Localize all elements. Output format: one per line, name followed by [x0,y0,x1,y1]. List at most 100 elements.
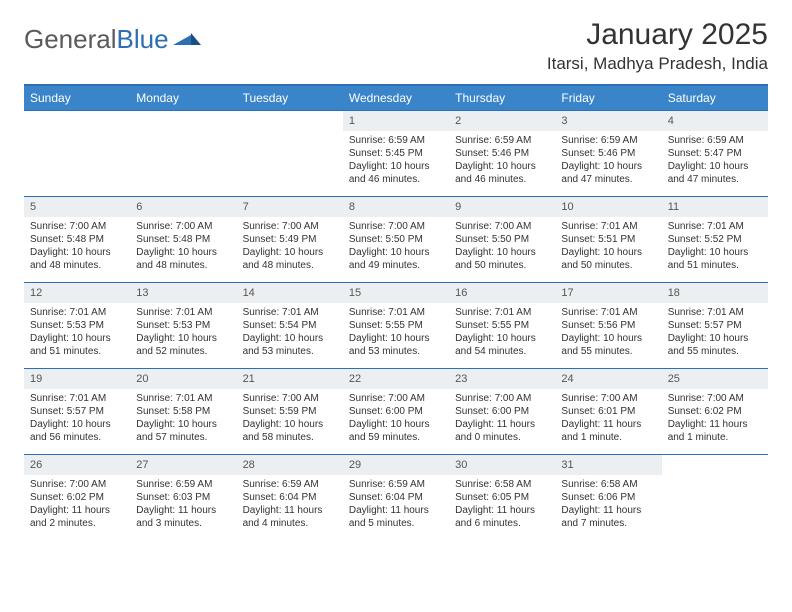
day-body: Sunrise: 7:01 AMSunset: 5:55 PMDaylight:… [343,303,449,362]
calendar-cell: 9Sunrise: 7:00 AMSunset: 5:50 PMDaylight… [449,197,555,283]
location: Itarsi, Madhya Pradesh, India [547,54,768,74]
day-number: 15 [343,283,449,303]
calendar-cell: 20Sunrise: 7:01 AMSunset: 5:58 PMDayligh… [130,369,236,455]
sunset-line: Sunset: 6:04 PM [349,491,443,504]
sunset-line: Sunset: 5:46 PM [455,147,549,160]
day-body: Sunrise: 7:01 AMSunset: 5:52 PMDaylight:… [662,217,768,276]
logo-mark-icon [173,29,201,49]
daylight-line: Daylight: 10 hours and 57 minutes. [136,418,230,444]
daylight-line: Daylight: 10 hours and 53 minutes. [243,332,337,358]
sunset-line: Sunset: 5:53 PM [30,319,124,332]
calendar-cell: 23Sunrise: 7:00 AMSunset: 6:00 PMDayligh… [449,369,555,455]
day-number: 13 [130,283,236,303]
day-body: Sunrise: 7:01 AMSunset: 5:57 PMDaylight:… [24,389,130,448]
calendar-cell: 30Sunrise: 6:58 AMSunset: 6:05 PMDayligh… [449,455,555,541]
daylight-line: Daylight: 10 hours and 50 minutes. [455,246,549,272]
day-number: 4 [662,111,768,131]
calendar-cell: 17Sunrise: 7:01 AMSunset: 5:56 PMDayligh… [555,283,661,369]
day-number: 8 [343,197,449,217]
sunrise-line: Sunrise: 6:59 AM [349,478,443,491]
daylight-line: Daylight: 10 hours and 46 minutes. [349,160,443,186]
day-header: Wednesday [343,85,449,111]
logo-text-2: Blue [117,24,169,55]
calendar-cell: 28Sunrise: 6:59 AMSunset: 6:04 PMDayligh… [237,455,343,541]
calendar-cell: 29Sunrise: 6:59 AMSunset: 6:04 PMDayligh… [343,455,449,541]
daylight-line: Daylight: 10 hours and 52 minutes. [136,332,230,358]
calendar-cell: 25Sunrise: 7:00 AMSunset: 6:02 PMDayligh… [662,369,768,455]
daylight-line: Daylight: 11 hours and 2 minutes. [30,504,124,530]
calendar-cell: 27Sunrise: 6:59 AMSunset: 6:03 PMDayligh… [130,455,236,541]
daylight-line: Daylight: 10 hours and 47 minutes. [561,160,655,186]
title-block: January 2025 Itarsi, Madhya Pradesh, Ind… [547,18,768,74]
day-number: 3 [555,111,661,131]
daylight-line: Daylight: 10 hours and 53 minutes. [349,332,443,358]
calendar-body: 1Sunrise: 6:59 AMSunset: 5:45 PMDaylight… [24,111,768,541]
day-header: Thursday [449,85,555,111]
day-number: 6 [130,197,236,217]
daylight-line: Daylight: 11 hours and 1 minute. [668,418,762,444]
sunrise-line: Sunrise: 7:00 AM [30,220,124,233]
day-body: Sunrise: 7:01 AMSunset: 5:51 PMDaylight:… [555,217,661,276]
day-body: Sunrise: 7:00 AMSunset: 5:48 PMDaylight:… [24,217,130,276]
sunset-line: Sunset: 6:01 PM [561,405,655,418]
day-body: Sunrise: 7:00 AMSunset: 6:02 PMDaylight:… [24,475,130,534]
sunset-line: Sunset: 5:57 PM [668,319,762,332]
calendar-cell: 6Sunrise: 7:00 AMSunset: 5:48 PMDaylight… [130,197,236,283]
calendar-cell: 15Sunrise: 7:01 AMSunset: 5:55 PMDayligh… [343,283,449,369]
day-body: Sunrise: 7:00 AMSunset: 5:59 PMDaylight:… [237,389,343,448]
day-body: Sunrise: 6:59 AMSunset: 6:03 PMDaylight:… [130,475,236,534]
day-number: 1 [343,111,449,131]
sunset-line: Sunset: 5:57 PM [30,405,124,418]
sunrise-line: Sunrise: 6:59 AM [455,134,549,147]
sunset-line: Sunset: 5:50 PM [349,233,443,246]
day-number: 20 [130,369,236,389]
sunrise-line: Sunrise: 7:00 AM [668,392,762,405]
day-number: 26 [24,455,130,475]
sunrise-line: Sunrise: 6:58 AM [455,478,549,491]
day-number: 17 [555,283,661,303]
sunset-line: Sunset: 5:56 PM [561,319,655,332]
day-number: 23 [449,369,555,389]
day-header: Sunday [24,85,130,111]
sunrise-line: Sunrise: 7:01 AM [30,306,124,319]
sunrise-line: Sunrise: 7:01 AM [561,220,655,233]
day-body: Sunrise: 7:00 AMSunset: 5:48 PMDaylight:… [130,217,236,276]
daylight-line: Daylight: 11 hours and 1 minute. [561,418,655,444]
calendar-page: GeneralBlue January 2025 Itarsi, Madhya … [0,0,792,559]
day-body: Sunrise: 7:01 AMSunset: 5:56 PMDaylight:… [555,303,661,362]
sunset-line: Sunset: 6:04 PM [243,491,337,504]
day-number: 28 [237,455,343,475]
calendar-head: SundayMondayTuesdayWednesdayThursdayFrid… [24,85,768,111]
daylight-line: Daylight: 10 hours and 54 minutes. [455,332,549,358]
daylight-line: Daylight: 10 hours and 48 minutes. [30,246,124,272]
sunset-line: Sunset: 6:06 PM [561,491,655,504]
sunset-line: Sunset: 5:49 PM [243,233,337,246]
calendar-cell: 7Sunrise: 7:00 AMSunset: 5:49 PMDaylight… [237,197,343,283]
day-body: Sunrise: 6:59 AMSunset: 5:46 PMDaylight:… [449,131,555,190]
day-number: 16 [449,283,555,303]
day-number: 29 [343,455,449,475]
sunrise-line: Sunrise: 6:59 AM [243,478,337,491]
sunrise-line: Sunrise: 6:59 AM [349,134,443,147]
day-number: 31 [555,455,661,475]
daylight-line: Daylight: 10 hours and 51 minutes. [30,332,124,358]
day-body: Sunrise: 6:59 AMSunset: 5:45 PMDaylight:… [343,131,449,190]
calendar-cell [662,455,768,541]
sunrise-line: Sunrise: 7:01 AM [561,306,655,319]
sunset-line: Sunset: 6:02 PM [668,405,762,418]
calendar-cell: 31Sunrise: 6:58 AMSunset: 6:06 PMDayligh… [555,455,661,541]
sunrise-line: Sunrise: 7:00 AM [349,392,443,405]
day-body: Sunrise: 7:00 AMSunset: 5:49 PMDaylight:… [237,217,343,276]
sunset-line: Sunset: 5:48 PM [136,233,230,246]
day-header: Saturday [662,85,768,111]
sunrise-line: Sunrise: 7:00 AM [455,392,549,405]
sunset-line: Sunset: 6:02 PM [30,491,124,504]
day-number: 7 [237,197,343,217]
day-body: Sunrise: 6:58 AMSunset: 6:05 PMDaylight:… [449,475,555,534]
day-number: 5 [24,197,130,217]
daylight-line: Daylight: 10 hours and 46 minutes. [455,160,549,186]
calendar-cell: 12Sunrise: 7:01 AMSunset: 5:53 PMDayligh… [24,283,130,369]
daylight-line: Daylight: 10 hours and 47 minutes. [668,160,762,186]
daylight-line: Daylight: 10 hours and 49 minutes. [349,246,443,272]
calendar-cell: 16Sunrise: 7:01 AMSunset: 5:55 PMDayligh… [449,283,555,369]
